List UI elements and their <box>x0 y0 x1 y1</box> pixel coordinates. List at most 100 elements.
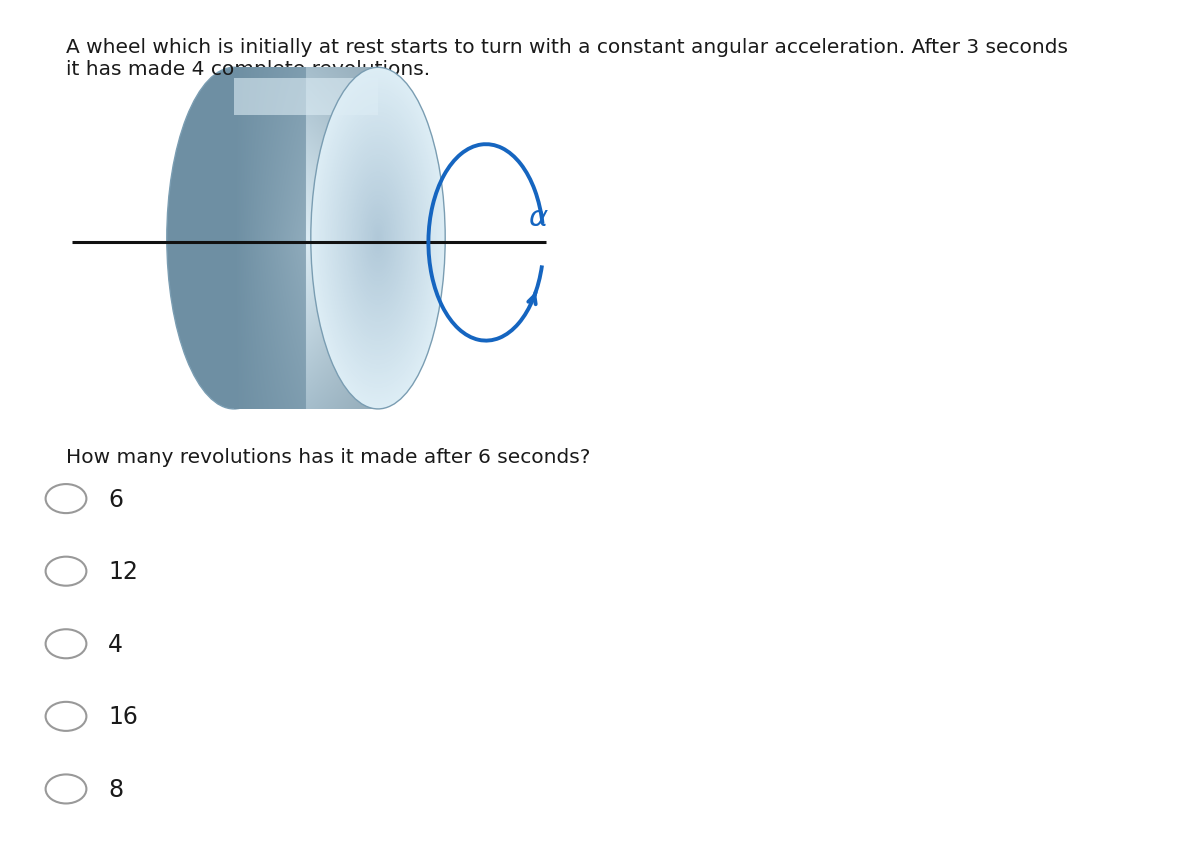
Ellipse shape <box>376 233 380 246</box>
Bar <box>234 335 378 339</box>
Ellipse shape <box>346 155 410 322</box>
Ellipse shape <box>337 134 419 344</box>
Bar <box>234 85 378 88</box>
Ellipse shape <box>317 83 439 394</box>
Bar <box>234 77 378 79</box>
Bar <box>234 296 378 299</box>
Ellipse shape <box>349 166 407 311</box>
Bar <box>234 401 378 403</box>
Bar <box>234 219 378 222</box>
Ellipse shape <box>344 154 412 324</box>
Bar <box>234 128 378 131</box>
Ellipse shape <box>374 230 382 247</box>
Ellipse shape <box>325 104 431 374</box>
Bar <box>234 344 378 347</box>
Bar <box>234 173 378 177</box>
Bar <box>234 108 378 111</box>
Ellipse shape <box>362 198 394 280</box>
Bar <box>234 369 378 373</box>
Ellipse shape <box>318 85 438 392</box>
Bar <box>234 68 378 71</box>
Bar <box>234 142 378 145</box>
Ellipse shape <box>368 215 388 263</box>
Ellipse shape <box>338 138 418 339</box>
Bar <box>234 247 378 250</box>
Ellipse shape <box>343 149 413 328</box>
Bar <box>234 373 378 375</box>
Bar <box>234 88 378 91</box>
Bar <box>234 367 378 369</box>
Bar <box>234 392 378 395</box>
Ellipse shape <box>337 136 419 341</box>
Bar <box>234 239 378 241</box>
Bar <box>234 245 378 247</box>
Ellipse shape <box>322 96 434 382</box>
Bar <box>234 194 378 196</box>
Bar <box>234 202 378 205</box>
Bar <box>234 111 378 113</box>
Bar <box>234 390 378 392</box>
Bar <box>234 403 378 407</box>
Bar <box>234 205 378 207</box>
Bar <box>234 395 378 398</box>
Bar <box>234 358 378 361</box>
Ellipse shape <box>356 183 400 294</box>
Bar <box>234 318 378 322</box>
Bar <box>234 333 378 335</box>
Bar <box>234 347 378 350</box>
Ellipse shape <box>318 87 438 391</box>
Bar <box>234 352 378 356</box>
Bar <box>234 262 378 264</box>
Bar <box>234 270 378 273</box>
Text: 6: 6 <box>108 487 124 511</box>
Ellipse shape <box>316 81 440 397</box>
Bar <box>234 122 378 125</box>
Bar <box>234 160 378 162</box>
Text: A wheel which is initially at rest starts to turn with a constant angular accele: A wheel which is initially at rest start… <box>66 38 1068 79</box>
Bar <box>234 301 378 305</box>
Bar <box>234 386 378 390</box>
Bar <box>234 273 378 276</box>
Circle shape <box>46 775 86 804</box>
Ellipse shape <box>348 162 408 316</box>
Ellipse shape <box>373 226 383 252</box>
Text: 16: 16 <box>108 705 138 728</box>
Bar <box>234 154 378 156</box>
Ellipse shape <box>319 90 437 388</box>
Bar <box>234 307 378 310</box>
Text: 8: 8 <box>108 777 124 801</box>
Ellipse shape <box>324 101 433 377</box>
Bar <box>234 322 378 324</box>
Bar <box>234 139 378 142</box>
Ellipse shape <box>370 218 386 260</box>
Bar <box>234 341 378 344</box>
Ellipse shape <box>312 71 444 408</box>
Bar <box>234 148 378 151</box>
Bar <box>234 279 378 281</box>
Bar <box>234 207 378 211</box>
Ellipse shape <box>343 152 413 326</box>
Bar <box>234 378 378 381</box>
Text: 4: 4 <box>108 632 124 656</box>
Bar <box>234 117 378 119</box>
Ellipse shape <box>330 118 426 360</box>
Bar <box>234 290 378 293</box>
Ellipse shape <box>367 212 389 266</box>
Bar <box>234 256 378 258</box>
Bar <box>234 305 378 307</box>
Bar <box>234 134 378 136</box>
Ellipse shape <box>353 175 403 303</box>
Bar <box>234 284 378 287</box>
Bar <box>234 96 378 100</box>
Ellipse shape <box>331 122 425 357</box>
Ellipse shape <box>326 107 430 371</box>
Bar <box>234 168 378 171</box>
Bar <box>234 125 378 128</box>
Bar <box>234 83 378 85</box>
Bar <box>234 356 378 358</box>
Bar <box>234 293 378 296</box>
Bar <box>234 179 378 182</box>
Ellipse shape <box>350 168 406 310</box>
Bar <box>234 216 378 219</box>
Ellipse shape <box>358 186 398 292</box>
